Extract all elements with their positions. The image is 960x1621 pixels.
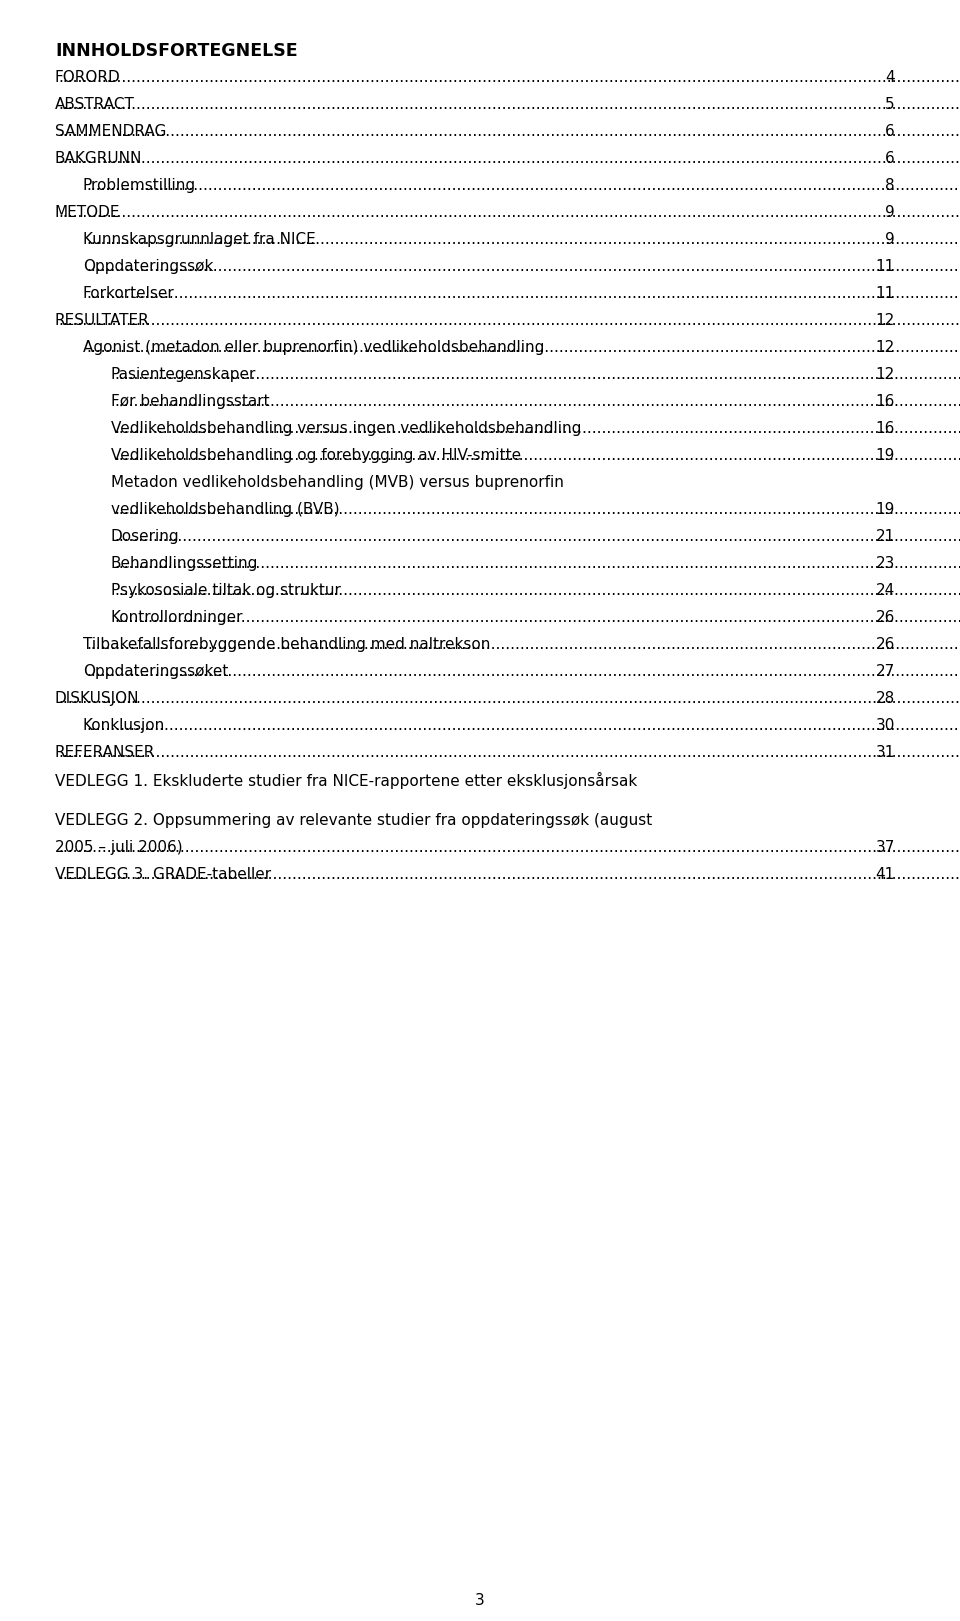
Text: ................................................................................: ........................................… [114,584,960,598]
Text: ................................................................................: ........................................… [58,746,960,760]
Text: ABSTRACT: ABSTRACT [55,97,134,112]
Text: Oppdateringssøket: Oppdateringssøket [83,665,228,679]
Text: 9: 9 [885,232,895,248]
Text: ................................................................................: ........................................… [114,421,960,436]
Text: FORORD: FORORD [55,70,121,86]
Text: Oppdateringssøk: Oppdateringssøk [83,259,213,274]
Text: 11: 11 [876,287,895,302]
Text: 16: 16 [876,421,895,436]
Text: 26: 26 [876,611,895,626]
Text: 31: 31 [876,746,895,760]
Text: 24: 24 [876,584,895,598]
Text: ................................................................................: ........................................… [114,530,960,545]
Text: Tilbakefallsforebyggende behandling med naltrekson: Tilbakefallsforebyggende behandling med … [83,637,491,652]
Text: ................................................................................: ........................................… [86,259,960,274]
Text: Dosering: Dosering [111,530,180,545]
Text: vedlikeholdsbehandling (BVB): vedlikeholdsbehandling (BVB) [111,503,340,517]
Text: ................................................................................: ........................................… [58,840,960,854]
Text: ................................................................................: ........................................… [58,313,960,329]
Text: ................................................................................: ........................................… [58,97,960,112]
Text: ................................................................................: ........................................… [58,151,960,167]
Text: Før behandlingsstart: Før behandlingsstart [111,394,270,410]
Text: ................................................................................: ........................................… [58,70,960,86]
Text: DISKUSJON: DISKUSJON [55,691,139,707]
Text: 23: 23 [876,556,895,571]
Text: ................................................................................: ........................................… [114,503,960,517]
Text: ................................................................................: ........................................… [86,232,960,248]
Text: ................................................................................: ........................................… [86,287,960,302]
Text: METODE: METODE [55,206,121,220]
Text: VEDLEGG 3. GRADE-tabeller: VEDLEGG 3. GRADE-tabeller [55,867,271,882]
Text: Agonist (metadon eller buprenorfin) vedlikeholdsbehandling: Agonist (metadon eller buprenorfin) vedl… [83,340,544,355]
Text: 6: 6 [885,125,895,139]
Text: 27: 27 [876,665,895,679]
Text: 3: 3 [475,1593,485,1608]
Text: 41: 41 [876,867,895,882]
Text: Forkortelser: Forkortelser [83,287,175,302]
Text: SAMMENDRAG: SAMMENDRAG [55,125,166,139]
Text: 12: 12 [876,340,895,355]
Text: Vedlikeholdsbehandling og forebygging av HIV-smitte: Vedlikeholdsbehandling og forebygging av… [111,449,521,464]
Text: ................................................................................: ........................................… [58,691,960,707]
Text: 19: 19 [876,449,895,464]
Text: REFERANSER: REFERANSER [55,746,156,760]
Text: 30: 30 [876,718,895,733]
Text: ................................................................................: ........................................… [114,611,960,626]
Text: ................................................................................: ........................................… [114,449,960,464]
Text: 6: 6 [885,151,895,167]
Text: Konklusjon: Konklusjon [83,718,165,733]
Text: Behandlingssetting: Behandlingssetting [111,556,258,571]
Text: 4: 4 [885,70,895,86]
Text: ................................................................................: ........................................… [86,178,960,193]
Text: Pasientegenskaper: Pasientegenskaper [111,368,256,383]
Text: ................................................................................: ........................................… [58,206,960,220]
Text: 5: 5 [885,97,895,112]
Text: 37: 37 [876,840,895,854]
Text: ................................................................................: ........................................… [58,125,960,139]
Text: Metadon vedlikeholdsbehandling (MVB) versus buprenorfin: Metadon vedlikeholdsbehandling (MVB) ver… [111,475,564,490]
Text: VEDLEGG 2. Oppsummering av relevante studier fra oppdateringssøk (august: VEDLEGG 2. Oppsummering av relevante stu… [55,812,652,828]
Text: 28: 28 [876,691,895,707]
Text: Kunnskapsgrunnlaget fra NICE: Kunnskapsgrunnlaget fra NICE [83,232,316,248]
Text: ................................................................................: ........................................… [58,867,960,882]
Text: 9: 9 [885,206,895,220]
Text: 12: 12 [876,368,895,383]
Text: Vedlikeholdsbehandling versus ingen vedlikeholdsbehandling: Vedlikeholdsbehandling versus ingen vedl… [111,421,582,436]
Text: ................................................................................: ........................................… [86,340,960,355]
Text: ................................................................................: ........................................… [86,665,960,679]
Text: Kontrollordninger: Kontrollordninger [111,611,244,626]
Text: ................................................................................: ........................................… [114,394,960,410]
Text: RESULTATER: RESULTATER [55,313,150,329]
Text: 2005 – juli 2006): 2005 – juli 2006) [55,840,182,854]
Text: INNHOLDSFORTEGNELSE: INNHOLDSFORTEGNELSE [55,42,298,60]
Text: ................................................................................: ........................................… [114,368,960,383]
Text: ................................................................................: ........................................… [86,718,960,733]
Text: 11: 11 [876,259,895,274]
Text: 12: 12 [876,313,895,329]
Text: Psykososiale tiltak og struktur: Psykososiale tiltak og struktur [111,584,341,598]
Text: 19: 19 [876,503,895,517]
Text: BAKGRUNN: BAKGRUNN [55,151,142,167]
Text: Problemstilling: Problemstilling [83,178,196,193]
Text: 26: 26 [876,637,895,652]
Text: 16: 16 [876,394,895,410]
Text: VEDLEGG 1. Ekskluderte studier fra NICE-rapportene etter eksklusjonsårsak: VEDLEGG 1. Ekskluderte studier fra NICE-… [55,772,637,789]
Text: ................................................................................: ........................................… [86,637,960,652]
Text: ................................................................................: ........................................… [114,556,960,571]
Text: 8: 8 [885,178,895,193]
Text: 21: 21 [876,530,895,545]
